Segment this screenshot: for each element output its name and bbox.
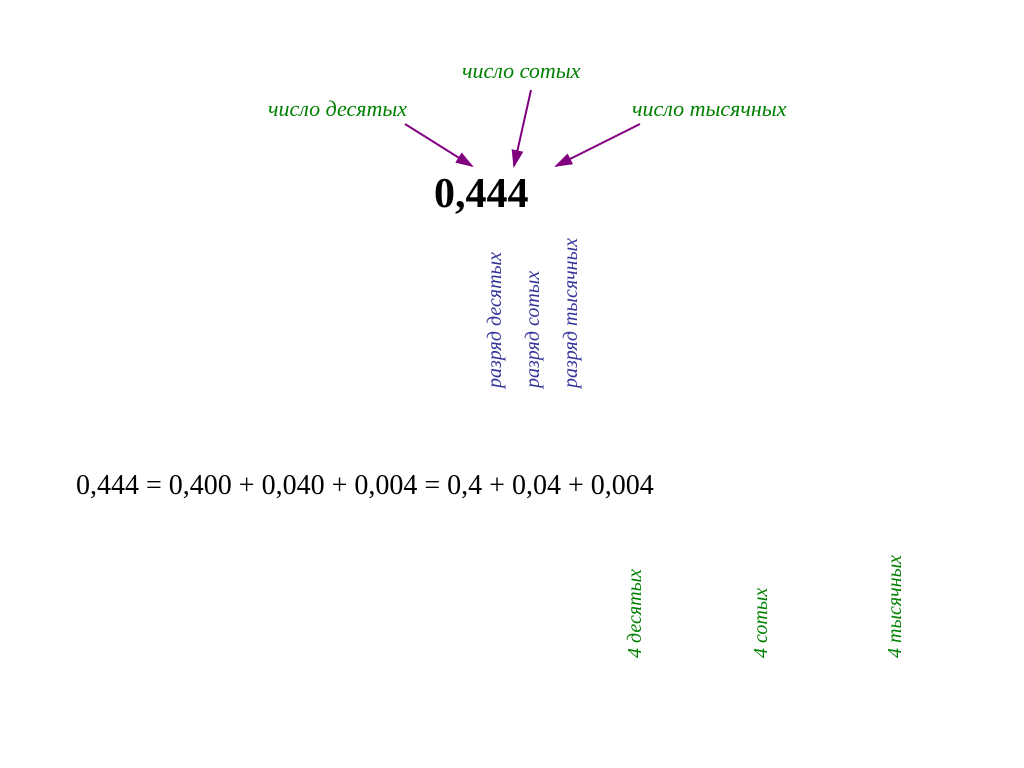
diagram-stage: число сотых число десятых число тысячных… xyxy=(0,0,1024,768)
label-value-thousandths: 4 тысячных xyxy=(884,555,907,658)
arrow-right-line xyxy=(556,124,640,166)
arrow-middle-line xyxy=(514,90,531,166)
label-place-hundredths: разряд сотых xyxy=(522,271,545,388)
main-number: 0,444 xyxy=(434,170,529,218)
arrow-left xyxy=(0,0,1024,768)
label-value-hundredths: 4 сотых xyxy=(750,588,773,658)
label-value-tenths: 4 десятых xyxy=(624,569,647,658)
arrow-left-line xyxy=(405,124,472,166)
equation-decomposition: 0,444 = 0,400 + 0,040 + 0,004 = 0,4 + 0,… xyxy=(76,470,654,502)
label-place-thousandths: разряд тысячных xyxy=(560,238,583,388)
label-place-tenths: разряд десятых xyxy=(484,252,507,388)
